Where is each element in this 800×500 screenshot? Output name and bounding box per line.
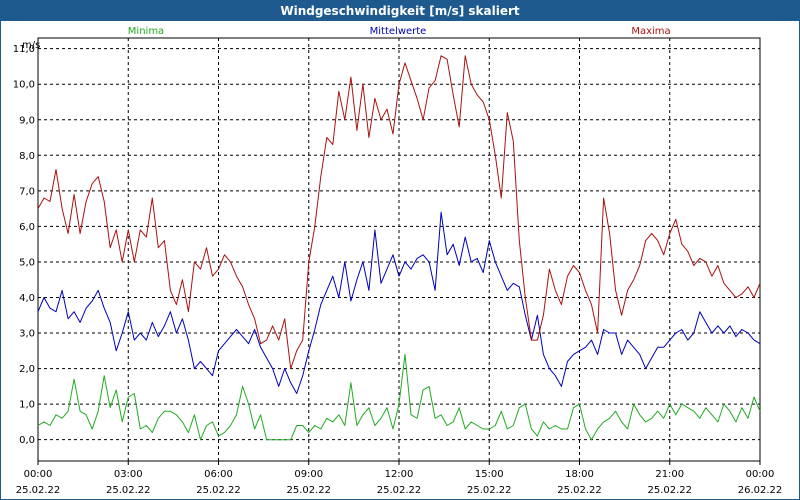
x-tick-time: 18:00 (565, 469, 594, 480)
x-tick-date: 25.02.22 (286, 485, 331, 496)
y-tick-label: 3,0 (19, 329, 35, 340)
x-tick-time: 00:00 (746, 469, 775, 480)
series-line-mittelwerte (37, 211, 761, 394)
x-tick-date: 25.02.22 (106, 485, 151, 496)
legend: Minima Mittelwerte Maxima (128, 26, 671, 37)
chart-title: Windgeschwindigkeit [m/s] skaliert (1, 1, 799, 21)
y-tick-label: 11,0 (13, 44, 35, 55)
x-tick-time: 06:00 (204, 469, 233, 480)
x-tick-date: 25.02.22 (16, 485, 61, 496)
x-tick-time: 15:00 (475, 469, 504, 480)
legend-label-mittelwerte: Mittelwerte (370, 26, 427, 37)
axes: 0,0 1,0 2,0 3,0 4,0 5,0 6,0 7,0 8,0 9,0 10,0 11,0 00… (13, 37, 783, 496)
y-tick-label: 4,0 (19, 293, 35, 304)
y-axis-unit: m/s (22, 40, 40, 51)
legend-label-minima: Minima (128, 26, 164, 37)
x-tick-date: 25.02.22 (196, 485, 241, 496)
x-tick-time: 09:00 (294, 469, 323, 480)
series-line-maxima (37, 55, 761, 370)
y-tick-label: 2,0 (19, 364, 35, 375)
y-tick-label: 1,0 (19, 400, 35, 411)
x-tick-date: 25.02.22 (377, 485, 422, 496)
grid (38, 38, 760, 461)
series-line-minima (37, 353, 761, 441)
y-tick-label: 6,0 (19, 222, 35, 233)
y-tick-label: 8,0 (19, 151, 35, 162)
x-tick-time: 03:00 (114, 469, 143, 480)
x-tick-date: 26.02.22 (738, 485, 783, 496)
series-lines (37, 55, 761, 441)
x-tick-time: 00:00 (24, 469, 53, 480)
x-tick-time: 21:00 (655, 469, 684, 480)
y-tick-label: 9,0 (19, 115, 35, 126)
legend-label-maxima: Maxima (631, 26, 670, 37)
x-tick-date: 25.02.22 (557, 485, 602, 496)
y-tick-label: 7,0 (19, 186, 35, 197)
x-tick-time: 12:00 (385, 469, 414, 480)
x-tick-date: 25.02.22 (647, 485, 692, 496)
y-tick-label: 5,0 (19, 257, 35, 268)
plot-border (37, 37, 761, 462)
x-tick-date: 25.02.22 (467, 485, 512, 496)
y-tick-label: 10,0 (13, 80, 35, 91)
y-tick-label: 0,0 (19, 435, 35, 446)
